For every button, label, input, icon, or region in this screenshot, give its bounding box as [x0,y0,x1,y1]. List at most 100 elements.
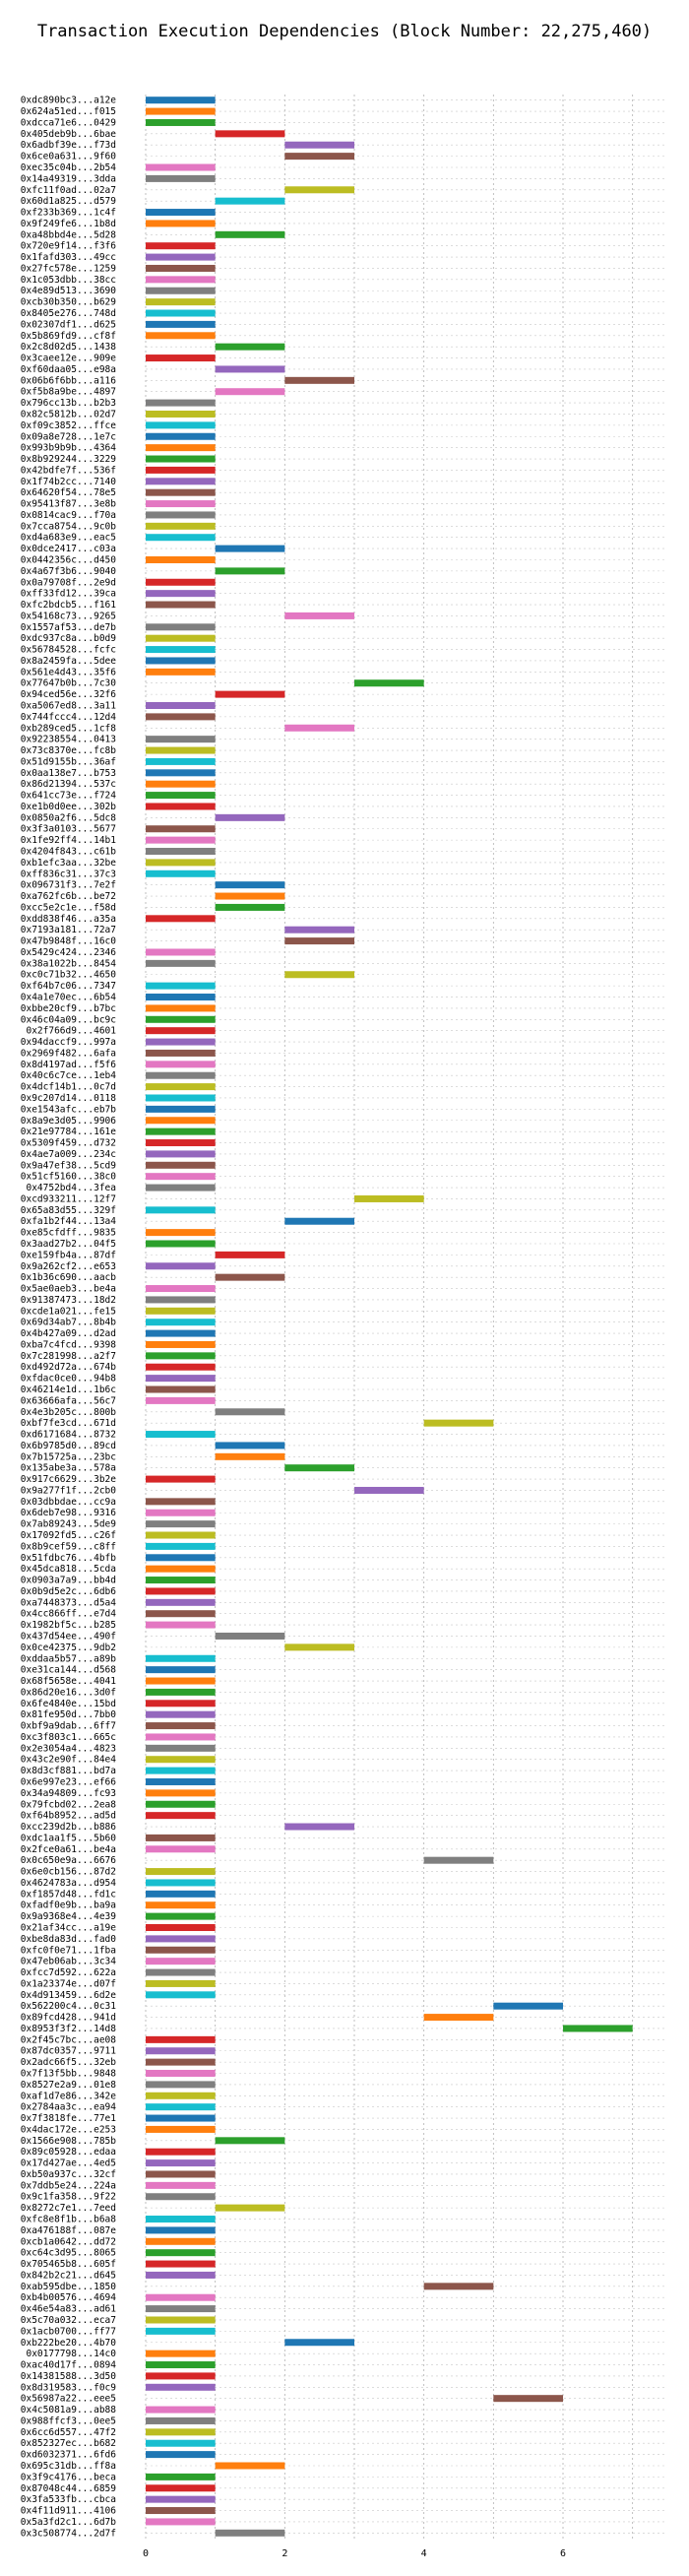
transaction-label: 0x3caee12e...909e [21,354,117,364]
transaction-bar [146,2058,216,2066]
transaction-bar [146,623,216,631]
transaction-bar [146,1654,216,1662]
transaction-bar [284,376,354,384]
transaction-bar [284,926,354,934]
transaction-bar [146,2383,216,2391]
transaction-bar [146,2484,216,2492]
transaction-label: 0x56784528...fcfc [21,645,116,656]
transaction-label: 0x51cf5160...38c0 [21,1172,117,1183]
transaction-bar [146,163,216,171]
transaction-label: 0xe85cfdff...9835 [21,1228,116,1239]
transaction-label: 0x63666afa...56c7 [21,1395,116,1406]
transaction-bar [146,1924,216,1931]
transaction-bar [146,1150,216,1158]
transaction-label: 0x0814cac9...f70a [21,510,116,521]
transaction-bar [146,1789,216,1797]
transaction-bar [146,1979,216,1987]
transaction-bar [146,1554,216,1562]
transaction-label: 0x86d20e16...3d0f [21,1687,116,1698]
transaction-label: 0x8b929244...3229 [21,454,117,465]
transaction-label: 0xfa1b2f44...13a4 [21,1216,117,1227]
transaction-bar [423,2283,494,2290]
transaction-label: 0x6deb7e98...9316 [21,1508,117,1518]
transaction-bar [146,2035,216,2043]
transaction-label: 0x6ce0a631...9f60 [21,152,117,162]
transaction-bar [146,2372,216,2380]
transaction-bar [146,1677,216,1685]
transaction-label: 0xb50a937c...32cf [21,2169,116,2180]
transaction-label: 0xf64b8952...ad5d [21,1811,116,1822]
transaction-bar [423,1856,494,1864]
transaction-label: 0x720e9f14...f3f6 [21,241,117,252]
transaction-label: 0xfc8e8f1b...b6a8 [21,2215,117,2225]
transaction-label: 0xc3f803c1...665c [21,1732,116,1743]
transaction-label: 0x993b9b9b...4364 [21,443,117,454]
transaction-bar [146,803,216,810]
transaction-bar [146,1431,216,1439]
transaction-label: 0x2f766d9...4601 [26,1026,116,1037]
transaction-label: 0xd4a683e9...eac5 [21,533,116,544]
transaction-bar [146,1767,216,1774]
transaction-bar [146,209,216,217]
transaction-label: 0xcd933211...12f7 [21,1193,116,1204]
transaction-label: 0x4c5081a9...ab88 [21,2405,117,2415]
transaction-bar [146,1901,216,1909]
transaction-bar [215,545,285,552]
transaction-bar [146,511,216,519]
transaction-bar [215,881,285,889]
transaction-bar [146,2316,216,2324]
transaction-bar [146,792,216,800]
transaction-label: 0x9a47ef38...5cd9 [21,1160,117,1171]
transaction-bar [146,915,216,923]
transaction-bar [146,2159,216,2167]
transaction-label: 0x4624783a...d954 [21,1878,117,1889]
transaction-bar [146,1296,216,1304]
transaction-label: 0xa762fc6b...be72 [21,891,116,902]
transaction-bar [146,1968,216,1976]
transaction-bar [146,455,216,463]
transaction-bar [284,1823,354,1831]
transaction-label: 0x0dce2417...c03a [21,544,116,554]
transaction-label: 0xddaa5b57...a89b [21,1653,117,1664]
transaction-label: 0x09a8e728...1e7c [21,431,116,442]
transaction-label: 0x5ae0aeb3...be4a [21,1284,116,1295]
transaction-bar [146,1375,216,1383]
transaction-bar [146,836,216,844]
transaction-label: 0x1acb0700...ff77 [21,2326,116,2337]
transaction-label: 0x65a83d55...329f [21,1205,116,1216]
transaction-bar [146,354,216,362]
transaction-label: 0x744fccc4...12d4 [21,712,117,723]
transaction-bar [146,1071,216,1079]
transaction-bar [146,1229,216,1237]
transaction-bar [146,1587,216,1595]
transaction-bar [146,1598,216,1606]
transaction-label: 0x852327ec...b682 [21,2438,116,2449]
transaction-bar [146,1161,216,1169]
transaction-label: 0x1c053dbb...38cc [21,275,116,286]
transaction-bar [146,399,216,407]
transaction-label: 0x4e3b205c...800b [21,1407,117,1418]
transaction-bar [215,2462,285,2470]
transaction-label: 0xd492d72a...674b [21,1362,117,1373]
transaction-bar [146,1991,216,1999]
transaction-bar [146,2473,216,2480]
transaction-label: 0x7c281998...a2f7 [21,1351,116,1362]
transaction-bar [146,410,216,418]
transaction-bar [146,1520,216,1528]
transaction-bar [146,1531,216,1539]
transaction-label: 0xaf1d7e86...342e [21,2091,117,2101]
transaction-label: 0xfc11f0ad...02a7 [21,185,116,196]
transaction-label: 0x7cca8754...9c0b [21,521,117,532]
transaction-label: 0x6b9785d0...89cd [21,1441,116,1451]
transaction-bar [146,1688,216,1696]
transaction-bar [146,657,216,665]
transaction-label: 0x6e997e23...ef66 [21,1776,117,1787]
transaction-label: 0x405deb9b...6bae [21,129,117,140]
transaction-bar [215,365,285,373]
transaction-bar [146,1004,216,1012]
transaction-bar [146,1285,216,1293]
transaction-label: 0x42bdfe7f...536f [21,465,116,476]
transaction-bar [146,444,216,452]
transaction-bar [215,388,285,396]
transaction-bar [146,1094,216,1102]
